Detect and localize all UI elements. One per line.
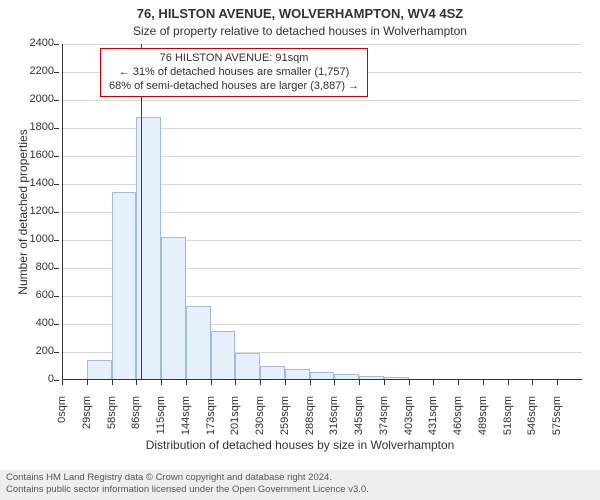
chart-subtitle: Size of property relative to detached ho… bbox=[0, 24, 600, 38]
x-tick-mark bbox=[409, 380, 410, 385]
x-tick-mark bbox=[310, 380, 311, 385]
x-tick-mark bbox=[87, 380, 88, 385]
x-axis-label: Distribution of detached houses by size … bbox=[0, 438, 600, 452]
chart-container: 76, HILSTON AVENUE, WOLVERHAMPTON, WV4 4… bbox=[0, 0, 600, 500]
x-tick-mark bbox=[458, 380, 459, 385]
callout-line-2: ← 31% of detached houses are smaller (1,… bbox=[109, 66, 359, 80]
y-tick: 2400 bbox=[0, 37, 54, 49]
x-tick-mark bbox=[112, 380, 113, 385]
x-tick-mark bbox=[235, 380, 236, 385]
callout-line-1: 76 HILSTON AVENUE: 91sqm bbox=[109, 52, 359, 66]
x-tick-mark bbox=[359, 380, 360, 385]
histogram-bar bbox=[161, 237, 186, 380]
chart-title: 76, HILSTON AVENUE, WOLVERHAMPTON, WV4 4… bbox=[0, 6, 600, 21]
x-tick-mark bbox=[532, 380, 533, 385]
y-tick: 1600 bbox=[0, 149, 54, 161]
x-tick-mark bbox=[62, 380, 63, 385]
callout-line-3: 68% of semi-detached houses are larger (… bbox=[109, 80, 359, 94]
attribution-footer: Contains HM Land Registry data © Crown c… bbox=[0, 470, 600, 500]
y-tick: 1200 bbox=[0, 205, 54, 217]
histogram-bar bbox=[260, 366, 285, 380]
x-tick-mark bbox=[136, 380, 137, 385]
histogram-bar bbox=[186, 306, 211, 380]
x-tick-mark bbox=[186, 380, 187, 385]
x-tick-mark bbox=[557, 380, 558, 385]
y-tick: 1000 bbox=[0, 233, 54, 245]
axis-bottom bbox=[62, 379, 582, 380]
x-tick-mark bbox=[260, 380, 261, 385]
y-tick: 200 bbox=[0, 345, 54, 357]
footer-line-2: Contains public sector information licen… bbox=[6, 484, 594, 496]
histogram-bar bbox=[87, 360, 112, 380]
x-tick-mark bbox=[211, 380, 212, 385]
property-callout-box: 76 HILSTON AVENUE: 91sqm ← 31% of detach… bbox=[100, 48, 368, 97]
x-tick-mark bbox=[508, 380, 509, 385]
x-tick-mark bbox=[384, 380, 385, 385]
histogram-bar bbox=[211, 331, 236, 380]
y-tick: 400 bbox=[0, 317, 54, 329]
y-tick: 1800 bbox=[0, 121, 54, 133]
x-tick-mark bbox=[285, 380, 286, 385]
y-tick: 1400 bbox=[0, 177, 54, 189]
y-tick: 2000 bbox=[0, 93, 54, 105]
x-tick-mark bbox=[483, 380, 484, 385]
y-tick: 2200 bbox=[0, 65, 54, 77]
histogram-bar bbox=[235, 353, 260, 380]
x-tick-mark bbox=[161, 380, 162, 385]
footer-line-1: Contains HM Land Registry data © Crown c… bbox=[6, 472, 594, 484]
y-tick: 0 bbox=[0, 373, 54, 385]
x-tick-mark bbox=[433, 380, 434, 385]
histogram-bar bbox=[112, 192, 137, 380]
x-tick-mark bbox=[334, 380, 335, 385]
y-tick: 600 bbox=[0, 289, 54, 301]
y-tick: 800 bbox=[0, 261, 54, 273]
axis-left bbox=[62, 44, 63, 380]
